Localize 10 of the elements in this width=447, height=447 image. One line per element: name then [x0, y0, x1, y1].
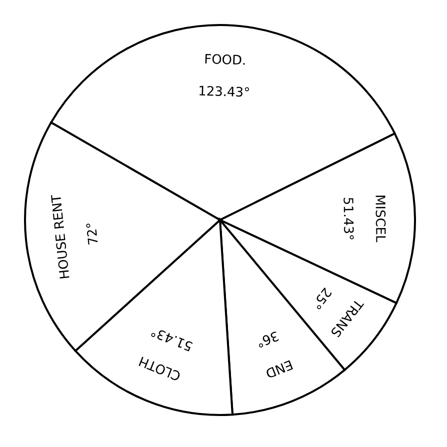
- data-label: 123.43°: [198, 84, 250, 101]
- data-label: 51.43°: [340, 196, 356, 241]
- data-label: 36°: [254, 327, 281, 350]
- data-label: 51.43°: [148, 322, 196, 354]
- slice-label: FOOD.: [204, 52, 246, 69]
- data-label: 25°: [308, 284, 334, 312]
- slice-label: MISCEL: [372, 194, 388, 244]
- slice-label: HOUSE RENT: [49, 194, 74, 280]
- data-label: 72°: [84, 221, 102, 246]
- slice-label: END: [263, 356, 295, 380]
